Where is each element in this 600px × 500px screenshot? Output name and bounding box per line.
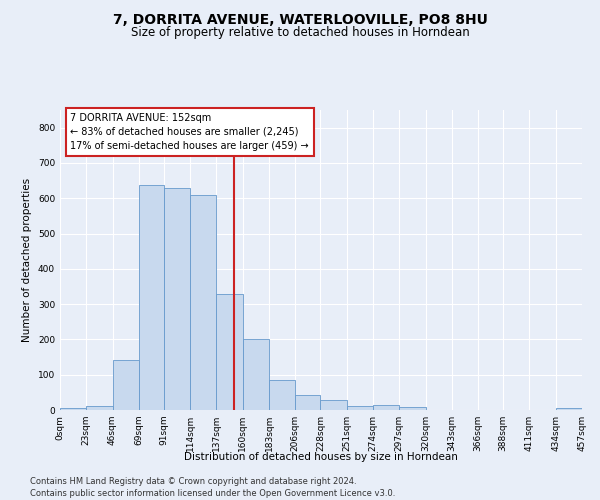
Bar (217, 294, 243, 410)
Bar (60, 408, 86, 410)
Y-axis label: Number of detached properties: Number of detached properties (22, 178, 32, 342)
Text: Size of property relative to detached houses in Horndean: Size of property relative to detached ho… (131, 26, 469, 39)
Bar (320, 400, 347, 410)
Bar (556, 408, 582, 410)
Bar (190, 194, 217, 410)
Bar (139, 185, 164, 410)
Text: 7 DORRITA AVENUE: 152sqm
← 83% of detached houses are smaller (2,245)
17% of sem: 7 DORRITA AVENUE: 152sqm ← 83% of detach… (70, 113, 309, 151)
Bar (113, 360, 139, 410)
Text: Distribution of detached houses by size in Horndean: Distribution of detached houses by size … (184, 452, 458, 462)
Bar (243, 340, 269, 410)
Text: Contains public sector information licensed under the Open Government Licence v3: Contains public sector information licen… (30, 489, 395, 498)
Bar (269, 380, 295, 410)
Bar (295, 395, 320, 410)
Bar (86, 406, 113, 410)
Bar (164, 188, 190, 410)
Text: 7, DORRITA AVENUE, WATERLOOVILLE, PO8 8HU: 7, DORRITA AVENUE, WATERLOOVILLE, PO8 8H… (113, 12, 487, 26)
Bar (373, 406, 399, 410)
Bar (347, 406, 373, 410)
Bar (399, 407, 425, 410)
Text: Contains HM Land Registry data © Crown copyright and database right 2024.: Contains HM Land Registry data © Crown c… (30, 478, 356, 486)
